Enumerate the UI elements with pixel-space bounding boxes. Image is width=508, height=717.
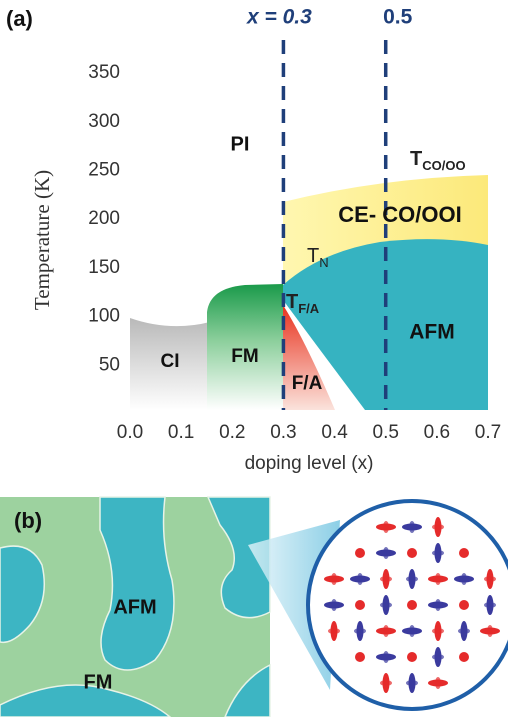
orbital <box>380 680 392 686</box>
panel-label: (a) <box>6 6 33 31</box>
subscript: CO/OO <box>422 158 465 173</box>
orbital <box>383 625 389 637</box>
x-axis-label: doping level (x) <box>245 453 374 474</box>
orbital <box>383 547 389 559</box>
y-tick-label: 200 <box>88 208 120 229</box>
x-tick-label: 0.6 <box>424 422 450 443</box>
orbital <box>458 628 470 634</box>
marker-label: x = 0.3 <box>246 6 312 29</box>
region-label: F/A <box>292 373 323 394</box>
atom <box>459 652 469 662</box>
orbital <box>357 573 363 585</box>
y-tick-label: 50 <box>99 354 120 375</box>
figure: 0.0 0.1 0.2 0.3 0.4 0.5 0.6 0.7 50 100 150 200 250 30… <box>0 0 508 717</box>
orbital <box>383 651 389 663</box>
domain-label: AFM <box>113 596 156 618</box>
orbital <box>435 677 441 689</box>
region-label: FM <box>231 346 258 367</box>
atom <box>459 548 469 558</box>
orbital <box>484 576 496 582</box>
orbital <box>435 573 441 585</box>
domain-map <box>0 497 508 717</box>
orbital <box>331 599 337 611</box>
atom <box>355 652 365 662</box>
marker-label: 0.5 <box>383 6 413 29</box>
orbital <box>432 524 444 530</box>
symbol: T <box>286 291 298 313</box>
y-axis-label: Temperature (K) <box>30 170 54 310</box>
orbital <box>409 625 415 637</box>
transition-label: TCO/OO <box>410 148 466 173</box>
orbital <box>380 602 392 608</box>
atom <box>407 548 417 558</box>
y-tick-label: 100 <box>88 306 120 327</box>
orbital <box>328 628 340 634</box>
orbital <box>435 599 441 611</box>
region-label: PI <box>231 133 250 155</box>
orbital <box>331 573 337 585</box>
symbol: T <box>410 148 422 170</box>
orbital <box>354 628 366 634</box>
domain-label: FM <box>84 671 113 693</box>
atom <box>407 600 417 610</box>
orbital <box>409 521 415 533</box>
panel-label: (b) <box>14 508 42 533</box>
subscript: F/A <box>298 301 320 316</box>
orbital <box>461 573 467 585</box>
x-tick-label: 0.4 <box>321 422 348 443</box>
orbital <box>484 602 496 608</box>
region-label: CE- CO/OOI <box>338 202 461 227</box>
x-tick-label: 0.3 <box>270 422 296 443</box>
y-tick-label: 250 <box>88 160 120 181</box>
x-tick-label: 0.2 <box>219 422 245 443</box>
region-label: CI <box>161 351 180 372</box>
orbital <box>432 654 444 660</box>
symbol: T <box>307 245 319 267</box>
orbital <box>406 680 418 686</box>
y-tick-label: 300 <box>88 111 120 132</box>
orbital <box>487 625 493 637</box>
y-tick-label: 350 <box>88 62 120 83</box>
x-tick-label: 0.7 <box>475 422 501 443</box>
atom <box>355 548 365 558</box>
orbital <box>380 576 392 582</box>
orbital <box>432 628 444 634</box>
x-tick-label: 0.5 <box>373 422 399 443</box>
orbital <box>383 521 389 533</box>
x-tick-label: 0.0 <box>117 422 143 443</box>
y-tick-label: 150 <box>88 257 120 278</box>
orbital <box>406 576 418 582</box>
x-tick-label: 0.1 <box>168 422 194 443</box>
atom <box>459 600 469 610</box>
orbital <box>432 550 444 556</box>
atom <box>407 652 417 662</box>
subscript: N <box>319 255 328 270</box>
region-label: AFM <box>409 321 455 344</box>
atom <box>355 600 365 610</box>
